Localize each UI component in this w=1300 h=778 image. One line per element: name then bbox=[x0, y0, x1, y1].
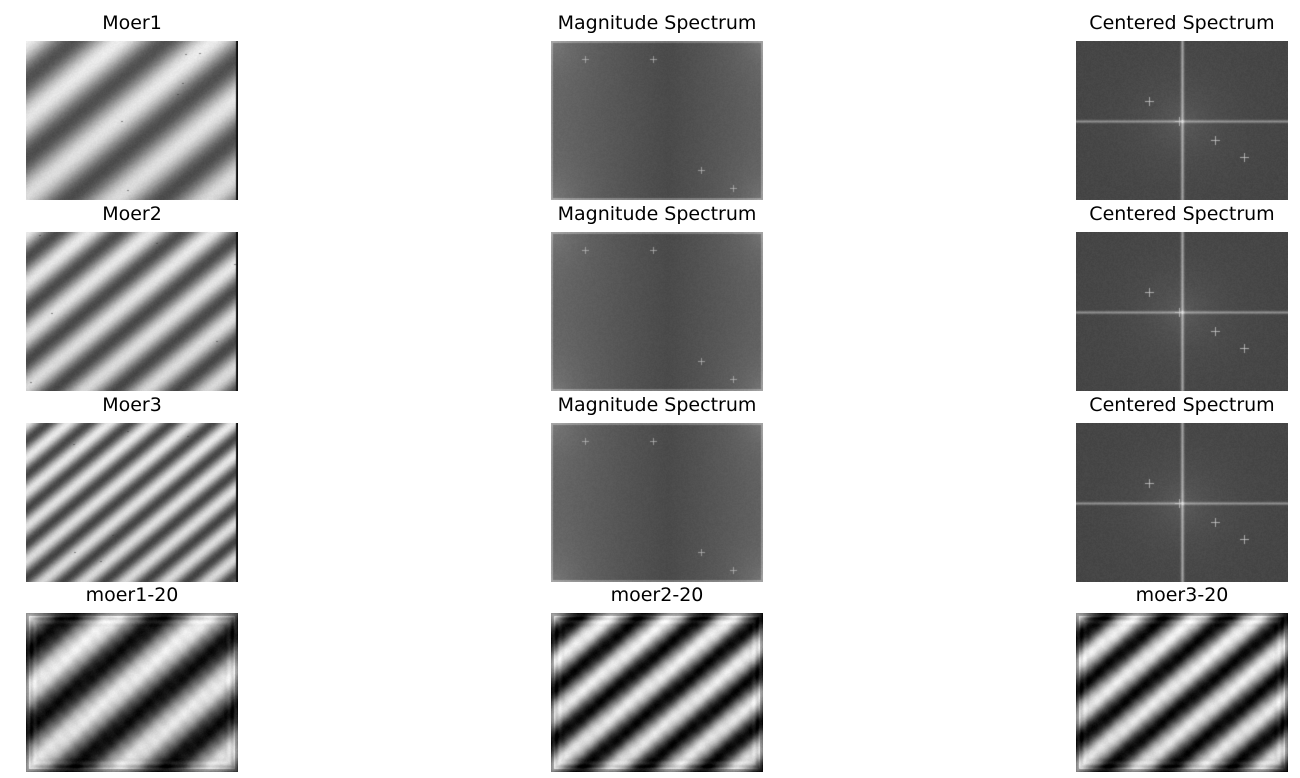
panel-title: Centered Spectrum bbox=[1089, 203, 1275, 225]
moer2-magnitude-spectrum-image bbox=[551, 232, 763, 391]
moer2-centered-spectrum-image bbox=[1076, 232, 1288, 391]
moer1-image bbox=[26, 41, 238, 200]
panel-title: Moer1 bbox=[102, 12, 162, 34]
panel-title: moer1-20 bbox=[85, 584, 179, 606]
moer2-image bbox=[26, 232, 238, 391]
moer3-centered-spectrum-image bbox=[1076, 423, 1288, 582]
moer3-20-image bbox=[1076, 613, 1288, 772]
panel-title: Moer3 bbox=[102, 394, 162, 416]
panel-title: Moer2 bbox=[102, 203, 162, 225]
moer2-20-image bbox=[551, 613, 763, 772]
panel-title: moer2-20 bbox=[610, 584, 704, 606]
panel-title: Centered Spectrum bbox=[1089, 394, 1275, 416]
moer3-magnitude-spectrum-image bbox=[551, 423, 763, 582]
panel-title: Magnitude Spectrum bbox=[557, 203, 757, 225]
moer1-centered-spectrum-image bbox=[1076, 41, 1288, 200]
moer1-20-image bbox=[26, 613, 238, 772]
panel-title: moer3-20 bbox=[1135, 584, 1229, 606]
panel-title: Magnitude Spectrum bbox=[557, 394, 757, 416]
moer3-image bbox=[26, 423, 238, 582]
moer1-magnitude-spectrum-image bbox=[551, 41, 763, 200]
panel-title: Centered Spectrum bbox=[1089, 12, 1275, 34]
panel-title: Magnitude Spectrum bbox=[557, 12, 757, 34]
